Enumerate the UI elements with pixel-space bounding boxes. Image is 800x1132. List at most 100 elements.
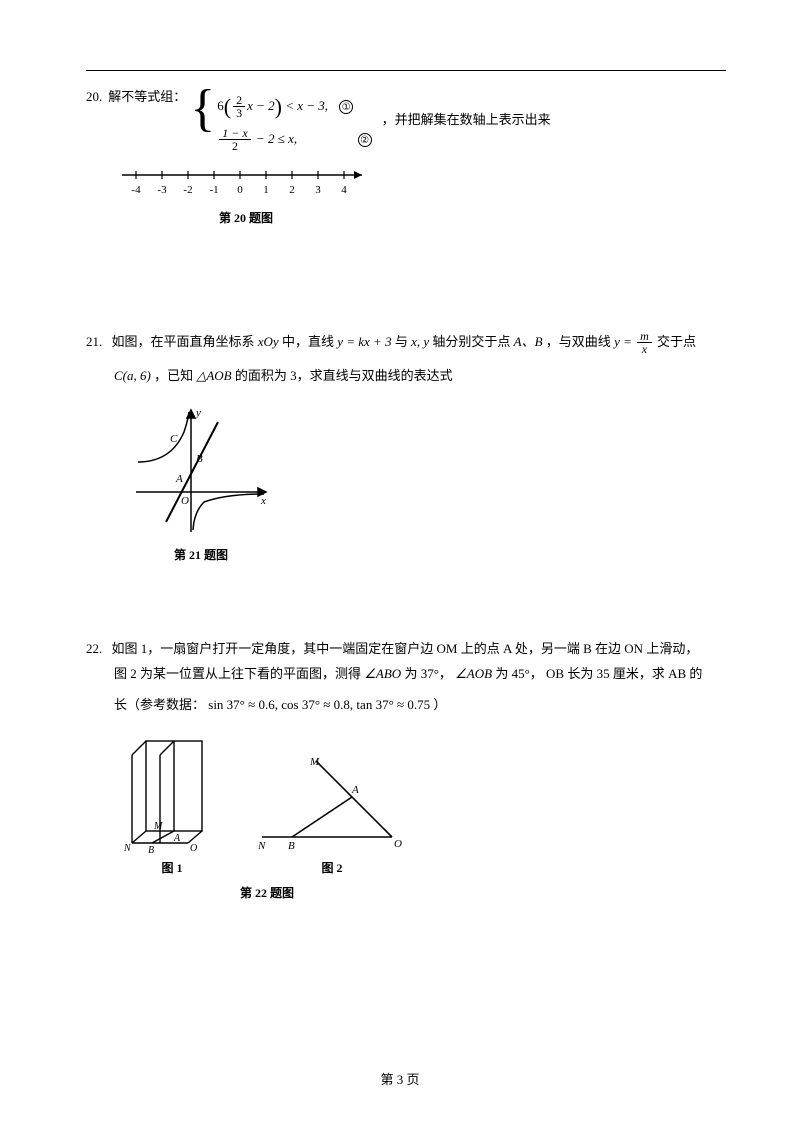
p21-tri: △AOB	[196, 368, 231, 383]
p22-ang1v: 为 37°，	[404, 666, 451, 681]
p21-ab: A、B	[514, 334, 543, 349]
problem-21: 21. 如图，在平面直角坐标系 xOy 中，直线 y = kx + 3 与 x,…	[86, 330, 720, 568]
p20-l1-rel: < x − 3,	[282, 98, 328, 113]
p21-C: C(a, 6)	[114, 368, 151, 383]
p21-t5: ，与双曲线	[546, 334, 614, 349]
p22-fig-caption: 第 22 题图	[122, 882, 412, 905]
f1-B: B	[148, 845, 154, 855]
tick-3: 3	[315, 184, 321, 196]
p21-figure: x y O A B C 第 21 题图	[126, 402, 720, 567]
p22-fig2-svg: M A N B O	[252, 755, 412, 855]
p22-f2-cap: 图 2	[321, 857, 342, 880]
frac-den: 3	[233, 107, 245, 120]
axis-y-label: y	[195, 407, 201, 419]
tick-1: 1	[263, 184, 269, 196]
p21-t1: 如图，在平面直角坐标系	[112, 334, 258, 349]
p21-tail: 的面积为 3，求直线与双曲线的表达式	[235, 368, 453, 383]
page-footer: 第 3 页	[0, 1069, 800, 1088]
p22-line1: 22. 如图 1，一扇窗户打开一定角度，其中一端固定在窗户边 OM 上的点 A …	[86, 637, 720, 662]
frac-num: 1 − x	[219, 127, 250, 141]
p21-svg: x y O A B C	[126, 402, 276, 542]
page: 20. 解不等式组： { 6(23x − 2) < x − 3, ① 1 − x…	[0, 0, 800, 1132]
tick-neg4: -4	[131, 184, 141, 196]
p20-lead: 解不等式组：	[108, 85, 186, 110]
axis-x-label: x	[260, 495, 266, 507]
p21-xy: x, y	[411, 334, 429, 349]
p22-t3a: 长（参考数据：	[114, 697, 205, 712]
hyp-lhs: y =	[614, 334, 635, 349]
f1-N: N	[123, 843, 132, 854]
hyp-den: x	[637, 343, 652, 356]
f2-N: N	[257, 840, 266, 852]
p20-tag1: ①	[339, 100, 353, 114]
p20-l2-frac: 1 − x2	[219, 127, 250, 153]
f1-M: M	[153, 821, 163, 832]
p21-t3: 与	[395, 334, 411, 349]
numberline-svg: -4 -3 -2 -1 0 1 2 3 4	[116, 163, 376, 209]
p22-f1-cap: 图 1	[161, 857, 182, 880]
pt-B: B	[196, 453, 203, 465]
p20-stem: 20. 解不等式组： { 6(23x − 2) < x − 3, ① 1 − x…	[86, 85, 720, 155]
p21-t6: 交于点	[657, 334, 696, 349]
f1-A: A	[173, 833, 181, 844]
p21-line1: 21. 如图，在平面直角坐标系 xOy 中，直线 y = kx + 3 与 x,…	[86, 330, 720, 356]
p20-l2-tail: − 2 ≤ x,	[253, 131, 297, 146]
p21-hyp: y = mx	[614, 334, 657, 349]
problem-22: 22. 如图 1，一扇窗户打开一定角度，其中一端固定在窗户边 OM 上的点 A …	[86, 637, 720, 905]
p21-line2: C(a, 6) ，已知 △AOB 的面积为 3，求直线与双曲线的表达式	[114, 364, 720, 389]
hyp-num: m	[637, 330, 652, 344]
p20-l1-tail: x − 2	[247, 98, 275, 113]
tick-neg2: -2	[183, 184, 192, 196]
f2-A: A	[351, 784, 359, 796]
brace-icon: {	[190, 83, 215, 153]
p21-mid: ，已知	[154, 368, 193, 383]
pt-A: A	[175, 473, 183, 485]
p20-l1-frac: 23	[233, 94, 245, 120]
pt-C: C	[170, 433, 178, 445]
origin-label: O	[181, 495, 189, 507]
top-rule	[86, 70, 726, 71]
frac-den: 2	[219, 140, 250, 153]
p21-lineeq: y = kx + 3	[337, 334, 391, 349]
p22-number: 22.	[86, 641, 102, 656]
p20-system: { 6(23x − 2) < x − 3, ① 1 − x2 − 2 ≤ x, …	[190, 85, 371, 155]
p20-number: 20.	[86, 85, 102, 110]
p22-ang2: ∠AOB	[455, 666, 492, 681]
tick-neg3: -3	[157, 184, 167, 196]
problem-20: 20. 解不等式组： { 6(23x − 2) < x − 3, ① 1 − x…	[86, 85, 720, 230]
tick-neg1: -1	[209, 184, 218, 196]
p21-xoy: xOy	[258, 334, 279, 349]
p20-sys-line1: 6(23x − 2) < x − 3, ①	[217, 87, 371, 127]
p21-t2: 中，直线	[282, 334, 337, 349]
f1-O: O	[190, 843, 197, 854]
f2-M: M	[309, 756, 320, 768]
p22-ob: OB 长为 35 厘米，求 AB 的	[546, 666, 702, 681]
p22-fig1-svg: M A N B O	[122, 735, 222, 855]
p22-t2a: 图 2 为某一位置从上往下看的平面图，测得	[114, 666, 361, 681]
p22-line3: 长（参考数据： sin 37° ≈ 0.6, cos 37° ≈ 0.8, ta…	[114, 693, 720, 718]
f2-O: O	[394, 838, 402, 850]
p22-ang2v: 为 45°，	[495, 666, 542, 681]
p21-fig-caption: 第 21 题图	[126, 544, 276, 567]
tick-4: 4	[341, 184, 347, 196]
tick-0: 0	[237, 184, 243, 196]
p22-fig2: M A N B O 图 2	[252, 755, 412, 880]
p22-figures: M A N B O 图 1	[122, 735, 720, 880]
p20-sys-line2: 1 − x2 − 2 ≤ x, ②	[217, 127, 371, 153]
tick-2: 2	[289, 184, 295, 196]
f2-B: B	[288, 840, 295, 852]
p20-system-lines: 6(23x − 2) < x − 3, ① 1 − x2 − 2 ≤ x, ②	[217, 85, 371, 155]
p20-numberline: -4 -3 -2 -1 0 1 2 3 4 第 20 题图	[116, 163, 720, 230]
p22-line2: 图 2 为某一位置从上往下看的平面图，测得 ∠ABO 为 37°， ∠AOB 为…	[114, 662, 720, 687]
p22-t3b: ）	[433, 697, 446, 712]
frac-num: 2	[233, 94, 245, 108]
p20-fig-caption: 第 20 题图	[116, 207, 376, 230]
p21-t4: 轴分别交于点	[432, 334, 513, 349]
p21-number: 21.	[86, 334, 102, 349]
p20-tail: ，并把解集在数轴上表示出来	[382, 108, 551, 133]
p22-ang1: ∠ABO	[364, 666, 401, 681]
p22-t1: 如图 1，一扇窗户打开一定角度，其中一端固定在窗户边 OM 上的点 A 处，另一…	[112, 641, 699, 656]
p20-tag2: ②	[358, 133, 372, 147]
p22-fig1: M A N B O 图 1	[122, 735, 222, 880]
p22-ref: sin 37° ≈ 0.6, cos 37° ≈ 0.8, tan 37° ≈ …	[208, 697, 430, 712]
